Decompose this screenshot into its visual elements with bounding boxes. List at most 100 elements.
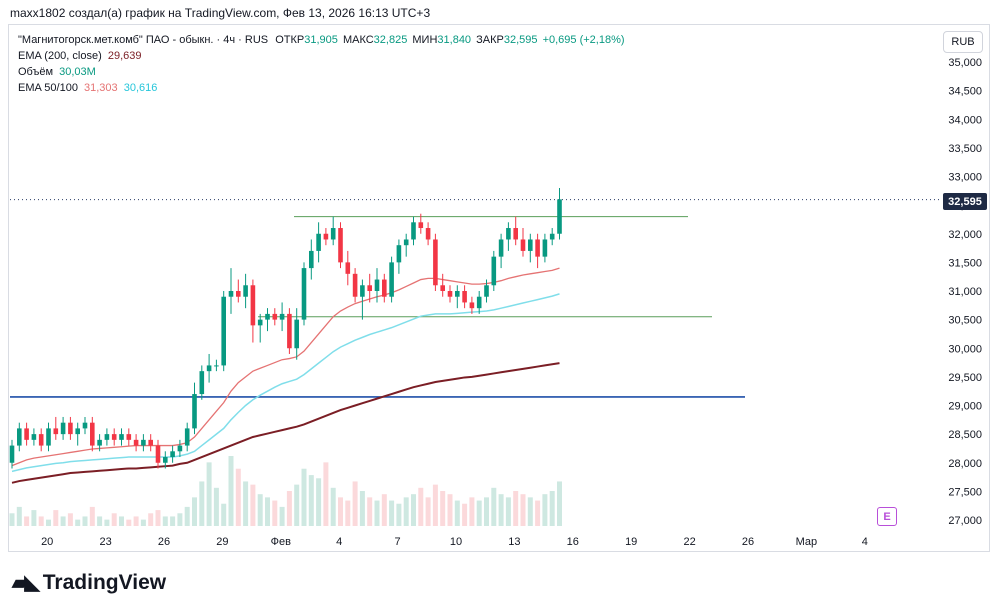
x-tick-label: Мар <box>796 536 818 548</box>
volume-bar <box>294 484 300 526</box>
volume-bar <box>352 481 358 526</box>
candle <box>75 422 80 446</box>
volume-bar <box>454 500 460 526</box>
candle-body <box>31 434 37 440</box>
tradingview-logo-icon: ▰◣ <box>12 572 40 594</box>
volume-bar <box>505 497 511 526</box>
candle-body <box>520 239 526 251</box>
ema200-label: EMA (200, close) <box>18 50 102 62</box>
legend-ohlc-row: "Магнитогорск.мет.комб" ПАО - обыкн. · 4… <box>18 32 625 48</box>
candle <box>403 233 409 257</box>
volume-bar <box>491 487 497 526</box>
candle-body <box>301 268 307 320</box>
open-label: ОТКР <box>275 34 305 46</box>
volume-bar <box>338 497 343 526</box>
horizontal-lines <box>10 199 940 398</box>
candle <box>141 434 146 452</box>
candle-body <box>265 313 270 320</box>
legend-ema50-100-row[interactable]: EMA 50/100 31,303 30,616 <box>18 80 625 96</box>
volume-bar <box>250 484 256 526</box>
candle <box>192 382 197 435</box>
volume-bar <box>403 497 409 526</box>
candle-body <box>75 428 80 435</box>
candle-body <box>484 285 489 297</box>
candle <box>126 428 132 446</box>
volume-bar <box>301 468 307 526</box>
candle-body <box>323 233 329 240</box>
volume-bar <box>316 478 322 526</box>
symbol-name[interactable]: "Магнитогорск.мет.комб" ПАО - обыкн. · 4… <box>18 34 269 46</box>
candle <box>433 233 438 291</box>
candle-body <box>177 445 183 452</box>
volume-bar <box>199 481 205 526</box>
volume-bar <box>119 516 124 526</box>
candle <box>367 273 372 303</box>
candle <box>557 187 562 240</box>
candle <box>542 233 548 263</box>
volume-bar <box>520 494 526 526</box>
chart-legend: "Магнитогорск.мет.комб" ПАО - обыкн. · 4… <box>18 32 625 96</box>
candle-body <box>214 365 219 367</box>
tradingview-logo[interactable]: ▰◣ TradingView <box>12 570 166 595</box>
x-tick-label: 26 <box>742 536 754 548</box>
candle <box>506 222 511 251</box>
y-tick-label: 29,000 <box>948 401 982 413</box>
earnings-icon[interactable]: E <box>877 507 897 526</box>
volume-bar <box>330 487 336 526</box>
candle-body <box>549 233 555 240</box>
candle-body <box>396 245 402 263</box>
ema100-value: 30,616 <box>123 82 158 94</box>
candle-body <box>192 394 197 429</box>
candle-body <box>184 428 190 446</box>
candle <box>447 285 453 303</box>
candle-body <box>236 291 241 297</box>
legend-ema200-row[interactable]: EMA (200, close) 29,639 <box>18 48 625 64</box>
volume-bar <box>104 519 110 526</box>
volume-bar <box>148 513 154 526</box>
y-tick-label: 27,000 <box>948 515 982 527</box>
candle-body <box>374 279 380 291</box>
candle-body <box>360 285 365 297</box>
volume-bar <box>155 510 161 526</box>
y-tick-label: 30,000 <box>948 343 982 355</box>
currency-button[interactable]: RUB <box>943 31 983 53</box>
created-by-caption: maxx1802 создал(а) график на TradingView… <box>10 6 431 20</box>
candle-body <box>90 422 95 446</box>
volume-bar <box>228 456 234 526</box>
candle <box>243 273 248 309</box>
candle <box>309 239 314 280</box>
volume-bar <box>67 513 73 526</box>
candle <box>82 416 88 435</box>
candle <box>389 256 394 303</box>
last-price-tag: 32,595 <box>943 193 987 210</box>
volume-bar <box>235 468 241 526</box>
volume-bar <box>374 500 380 526</box>
candle-body <box>440 285 445 291</box>
volume-bar <box>462 503 468 526</box>
candle-body <box>53 428 59 435</box>
volume-bar <box>9 513 15 526</box>
candle-body <box>425 228 431 240</box>
ema100-line <box>11 293 560 473</box>
candle <box>352 268 358 303</box>
legend-volume-row[interactable]: Объём 30,03M <box>18 64 625 80</box>
x-axis: 20 23 26 29 Фев 4 7 10 13 16 19 22 26 Мар 4 <box>41 536 868 548</box>
volume-bar <box>265 497 270 526</box>
high-label: МАКС <box>342 34 374 46</box>
volume-bar <box>308 475 314 526</box>
volume-bar <box>272 500 278 526</box>
y-tick-label: 28,500 <box>948 429 982 441</box>
candle <box>97 434 102 452</box>
candle <box>228 268 234 314</box>
low-label: МИН <box>412 34 438 46</box>
candle-body <box>528 239 533 251</box>
candle <box>170 445 175 463</box>
y-tick-label: 35,000 <box>948 57 982 69</box>
candle <box>119 428 124 446</box>
candle-body <box>170 451 175 458</box>
candle <box>396 239 402 274</box>
high-value: 32,825 <box>373 34 408 46</box>
volume-bar <box>527 497 533 526</box>
candle-body <box>513 228 518 240</box>
